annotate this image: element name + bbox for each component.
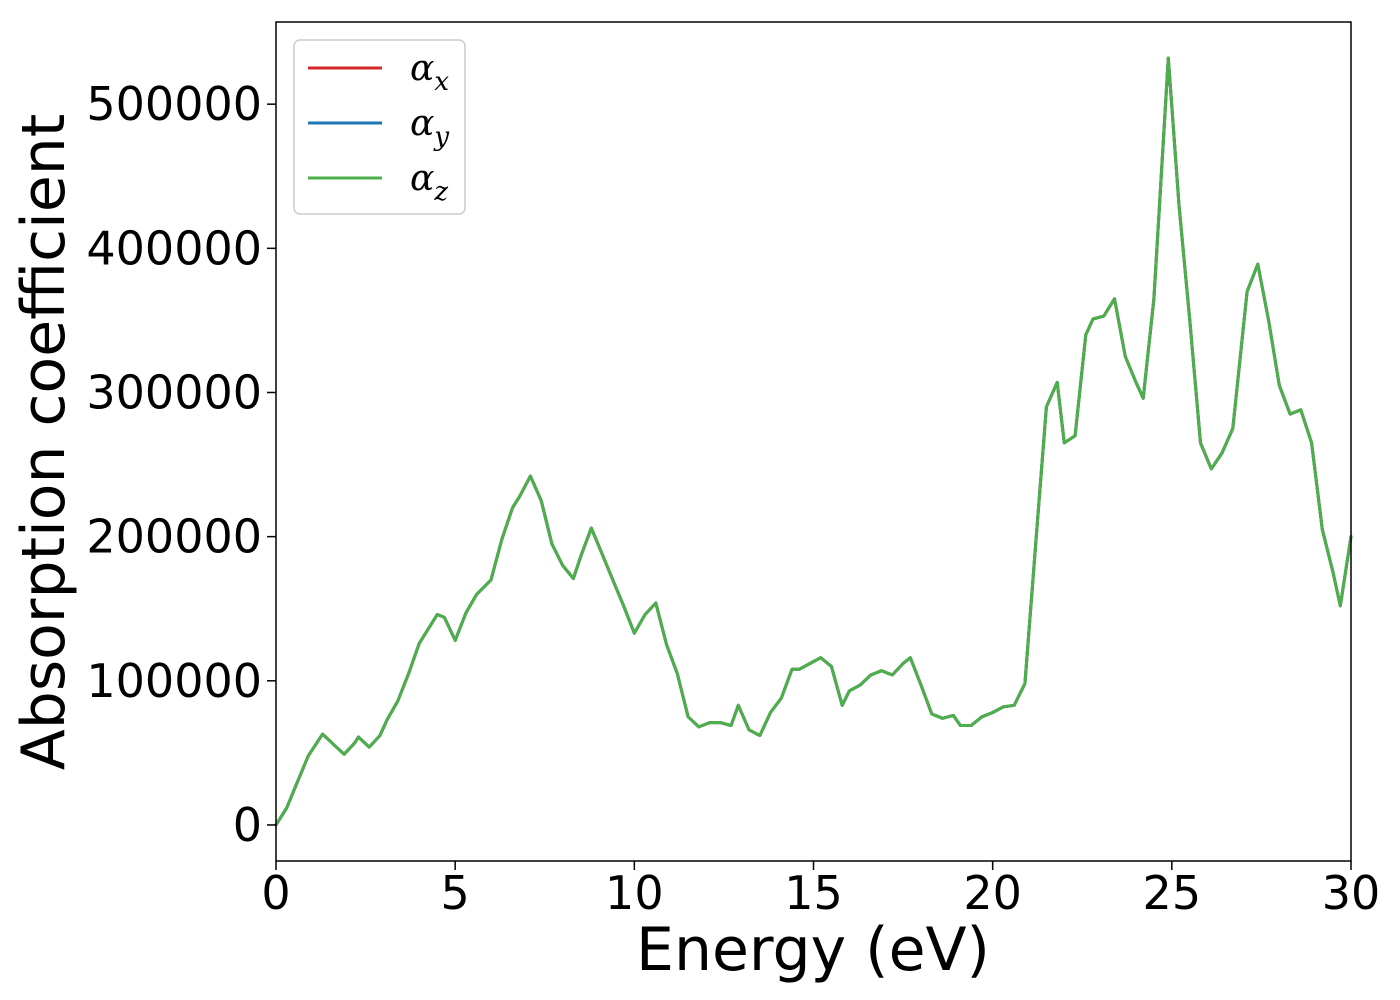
legend-box [293, 39, 466, 215]
y-tick-label: 300000 [86, 365, 262, 419]
y-tick-label: 200000 [86, 510, 262, 564]
x-tick-label: 25 [1143, 866, 1202, 920]
legend-label-x: αx [410, 48, 449, 97]
legend-subscript: z [433, 177, 448, 207]
x-tick-label: 30 [1322, 866, 1381, 920]
x-tick-label: 20 [963, 866, 1022, 920]
legend-subscript: y [433, 122, 449, 152]
legend-symbol: α [410, 48, 434, 89]
y-tick-label: 500000 [86, 77, 262, 131]
y-axis: 0 100000 200000 300000 400000 500000 [86, 77, 276, 852]
x-axis-title: Energy (eV) [636, 915, 990, 985]
legend-symbol: α [410, 158, 434, 199]
x-tick-label: 0 [261, 866, 290, 920]
series-line-2 [274, 56, 1353, 827]
legend-label-y: αy [410, 103, 449, 152]
x-tick-label: 5 [441, 866, 470, 920]
y-tick-label: 100000 [86, 654, 262, 708]
y-tick-label: 400000 [86, 221, 262, 275]
x-axis: 0 5 10 15 20 25 30 [261, 861, 1380, 920]
legend-symbol: α [410, 103, 434, 144]
x-tick-label: 10 [605, 866, 664, 920]
y-tick-label: 0 [233, 798, 262, 852]
y-axis-title: Absorption coefficient [9, 114, 79, 771]
series-layer [274, 56, 1353, 827]
legend-subscript: x [434, 67, 449, 97]
x-tick-label: 15 [784, 866, 843, 920]
legend-label-z: αz [410, 158, 448, 207]
